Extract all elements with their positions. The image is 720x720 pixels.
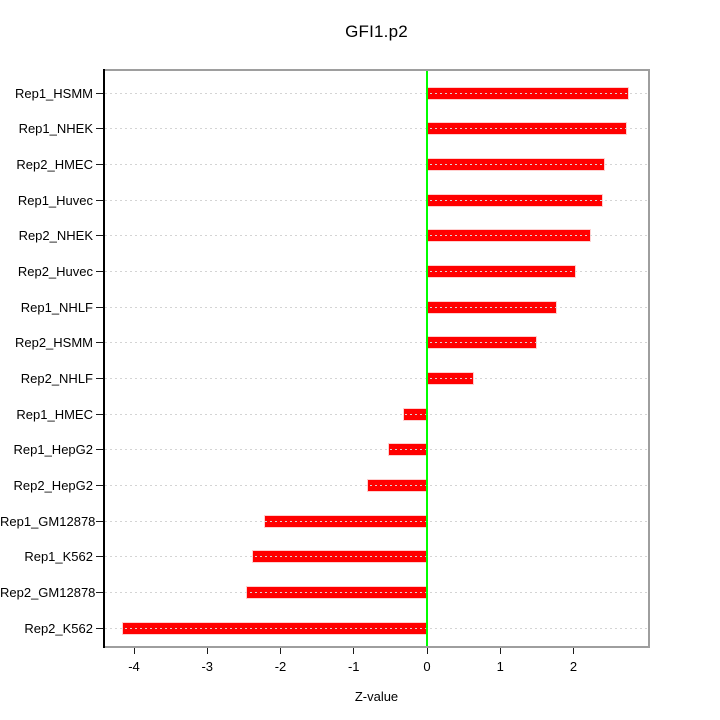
y-axis-label-rep1-nhek: Rep1_NHEK (18, 121, 93, 137)
x-tick--4 (133, 648, 135, 654)
gridline-rep1-nhek (105, 128, 648, 130)
x-tick-1 (499, 648, 501, 654)
gridline-rep2-hmec (105, 163, 648, 165)
y-tick-rep1-nhlf (96, 306, 103, 308)
gridline-rep2-hepg2 (105, 484, 648, 486)
y-axis-label-rep2-k562: Rep2_K562 (24, 620, 93, 636)
gridline-rep1-hepg2 (105, 449, 648, 451)
y-axis-label-rep1-gm12878: Rep1_GM12878 (0, 513, 96, 529)
y-tick-rep2-nhek (96, 235, 103, 237)
y-tick-rep1-hsmm (96, 92, 103, 94)
gridline-rep1-nhlf (105, 306, 648, 308)
gridline-rep2-nhlf (105, 377, 648, 379)
y-axis-line (103, 69, 105, 648)
y-axis-label-rep1-hepg2: Rep1_HepG2 (13, 442, 94, 458)
gridline-rep1-hsmm (105, 92, 648, 94)
y-tick-rep1-hepg2 (96, 449, 103, 451)
plot-border-right (648, 69, 650, 648)
gridline-rep1-hmec (105, 413, 648, 415)
y-tick-rep2-huvec (96, 270, 103, 272)
y-tick-rep1-k562 (96, 556, 103, 558)
x-tick-label--3: -3 (201, 659, 214, 674)
x-tick-0 (426, 648, 428, 654)
y-tick-rep2-k562 (96, 627, 103, 629)
gridline-rep1-gm12878 (105, 520, 648, 522)
y-tick-rep2-hsmm (96, 342, 103, 344)
x-tick-label-1: 1 (496, 659, 504, 674)
y-tick-rep1-nhek (96, 128, 103, 130)
y-tick-rep2-hepg2 (96, 484, 103, 486)
x-tick--1 (353, 648, 355, 654)
y-axis-label-rep1-hsmm: Rep1_HSMM (14, 85, 93, 101)
x-tick-label-2: 2 (569, 659, 578, 674)
y-tick-rep2-gm12878 (96, 591, 103, 593)
x-tick-label--4: -4 (128, 659, 140, 674)
x-tick-label--1: -1 (347, 659, 360, 674)
y-axis-label-rep1-hmec: Rep1_HMEC (16, 406, 93, 422)
x-tick--3 (206, 648, 208, 654)
y-axis-label-rep2-nhek: Rep2_NHEK (18, 228, 93, 244)
chart-title: GFI1.p2 (345, 22, 408, 41)
y-tick-rep2-nhlf (96, 377, 103, 379)
plot-border-top (103, 69, 650, 71)
y-axis-label-rep2-gm12878: Rep2_GM12878 (0, 584, 96, 600)
y-tick-rep1-hmec (96, 413, 103, 415)
gridline-rep1-huvec (105, 199, 648, 201)
y-axis-label-rep2-hepg2: Rep2_HepG2 (13, 477, 94, 493)
x-axis-title: Z-value (354, 689, 399, 704)
x-tick--2 (280, 648, 281, 654)
x-tick-2 (573, 648, 574, 654)
gridline-rep2-nhek (105, 235, 648, 237)
y-axis-label-rep1-nhlf: Rep1_NHLF (20, 299, 93, 315)
plot-border-bottom (103, 646, 650, 648)
gridline-rep2-huvec (105, 270, 648, 272)
y-tick-rep1-gm12878 (96, 520, 103, 522)
gridline-rep2-hsmm (105, 342, 648, 344)
y-axis-label-rep2-hsmm: Rep2_HSMM (14, 335, 93, 351)
x-tick-label--2: -2 (274, 659, 287, 674)
y-axis-label-rep1-k562: Rep1_K562 (24, 549, 93, 565)
gridline-rep2-gm12878 (105, 591, 648, 593)
gridline-rep2-k562 (105, 627, 648, 629)
y-axis-label-rep2-huvec: Rep2_Huvec (17, 263, 93, 279)
x-tick-label-0: 0 (423, 659, 431, 674)
y-axis-label-rep2-hmec: Rep2_HMEC (16, 156, 93, 172)
y-axis-label-rep2-nhlf: Rep2_NHLF (20, 370, 93, 386)
y-tick-rep2-hmec (96, 163, 103, 165)
y-tick-rep1-huvec (96, 199, 103, 201)
zero-line (426, 71, 428, 646)
y-axis-label-rep1-huvec: Rep1_Huvec (17, 192, 93, 208)
gridline-rep1-k562 (105, 556, 648, 558)
